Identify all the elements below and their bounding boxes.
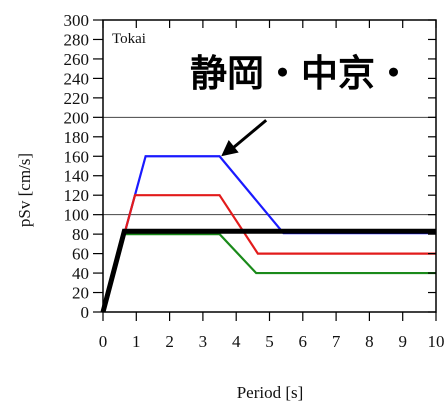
x-tick-label-3: 3 xyxy=(199,332,208,351)
x-tick-label-7: 7 xyxy=(332,332,341,351)
x-tick-label-1: 1 xyxy=(132,332,141,351)
y-tick-label-15: 300 xyxy=(64,11,90,30)
y-tick-label-4: 80 xyxy=(72,225,89,244)
y-tick-label-11: 220 xyxy=(64,89,90,108)
y-tick-label-8: 160 xyxy=(64,147,90,166)
series-line-1 xyxy=(101,194,436,313)
series-line-2 xyxy=(101,233,436,313)
y-tick-label-13: 260 xyxy=(64,50,90,69)
y-tick-label-12: 240 xyxy=(64,69,90,88)
y-axis-title: pSv [cm/s] xyxy=(15,153,34,227)
y-tick-label-9: 180 xyxy=(64,128,90,147)
y-tick-label-2: 40 xyxy=(72,264,89,283)
y-tick-label-14: 280 xyxy=(64,30,90,49)
arrow-shaft xyxy=(229,119,268,152)
overlay-title: 静岡・中京・ xyxy=(190,52,412,95)
label-layer: 0204060801001201401601802002202402602803… xyxy=(64,11,445,351)
series-layer xyxy=(100,155,436,313)
y-tick-label-10: 200 xyxy=(64,108,90,127)
x-tick-label-5: 5 xyxy=(265,332,274,351)
x-tick-label-0: 0 xyxy=(99,332,108,351)
grid-layer xyxy=(103,116,436,216)
x-tick-label-6: 6 xyxy=(299,332,308,351)
series-line-3 xyxy=(100,228,436,313)
y-tick-label-3: 60 xyxy=(72,245,89,264)
x-tick-label-9: 9 xyxy=(398,332,407,351)
x-tick-label-2: 2 xyxy=(165,332,174,351)
x-tick-label-10: 10 xyxy=(428,332,445,351)
axes-layer xyxy=(93,19,437,321)
y-tick-label-0: 0 xyxy=(81,303,90,322)
panel-label: Tokai xyxy=(112,31,146,47)
y-tick-label-5: 100 xyxy=(64,206,90,225)
y-tick-label-7: 140 xyxy=(64,167,90,186)
x-axis-title: Period [s] xyxy=(237,383,304,402)
arrow-head xyxy=(221,140,239,157)
x-tick-label-4: 4 xyxy=(232,332,241,351)
x-tick-label-8: 8 xyxy=(365,332,374,351)
y-tick-label-1: 20 xyxy=(72,284,89,303)
y-tick-label-6: 120 xyxy=(64,186,90,205)
